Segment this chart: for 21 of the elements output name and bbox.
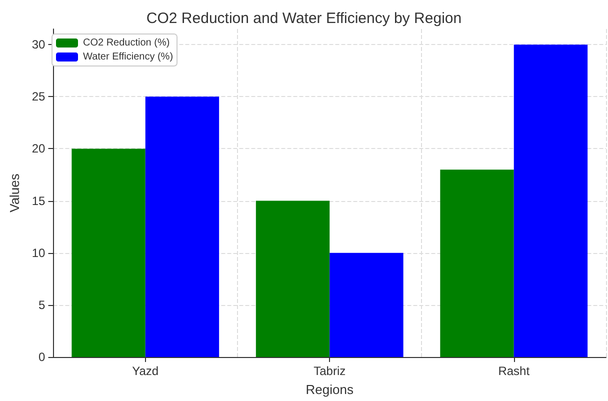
legend-label: CO2 Reduction (%) <box>83 38 170 48</box>
y-tick-label: 30 <box>32 38 46 52</box>
bar <box>72 148 146 357</box>
x-tick-label: Tabriz <box>314 364 346 378</box>
legend-label: Water Efficiency (%) <box>83 52 174 62</box>
y-tick-label: 15 <box>32 194 46 208</box>
y-tick-label: 10 <box>32 246 46 260</box>
y-tick-label: 0 <box>38 350 46 364</box>
y-tick-label: 5 <box>38 298 46 312</box>
bar <box>256 200 330 357</box>
x-tick-label: Yazd <box>132 364 159 378</box>
x-tick-label: Rasht <box>498 364 530 378</box>
y-tick-label: 20 <box>32 142 46 156</box>
y-tick-label: 25 <box>32 90 46 104</box>
bar <box>440 170 514 357</box>
bar <box>330 252 404 357</box>
y-axis-title: Values <box>7 173 22 212</box>
x-axis-title: Regions <box>306 382 354 397</box>
chart-title: CO2 Reduction and Water Efficiency by Region <box>146 10 462 27</box>
bar <box>514 44 588 357</box>
bar <box>145 96 220 357</box>
